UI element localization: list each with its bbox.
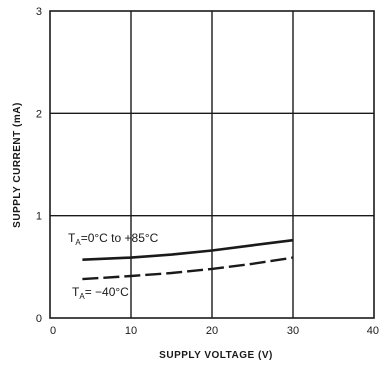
series-label-1: TA= −40°C [72,285,129,301]
x-tick-label-2: 20 [206,325,218,337]
x-tick-label-1: 10 [125,325,137,337]
x-tick-label-0: 0 [50,325,56,337]
tick-labels: 0 10 20 30 40 0 1 2 3 [36,6,379,337]
series-line-1 [82,256,294,281]
series-label-0: TA=0°C to +85°C [68,231,159,247]
y-tick-label-1: 1 [36,211,42,223]
grid [50,11,374,318]
y-axis-title: SUPPLY CURRENT (mA) [12,102,23,228]
y-tick-label-3: 3 [36,6,42,18]
x-axis-title: SUPPLY VOLTAGE (V) [159,350,273,361]
x-tick-label-4: 40 [367,325,379,337]
x-tick-label-3: 30 [287,325,299,337]
y-tick-label-0: 0 [36,313,42,325]
series-line-0 [82,238,294,261]
series-lines [82,238,294,281]
plot-frame [49,10,375,319]
y-tick-label-2: 2 [36,108,42,120]
